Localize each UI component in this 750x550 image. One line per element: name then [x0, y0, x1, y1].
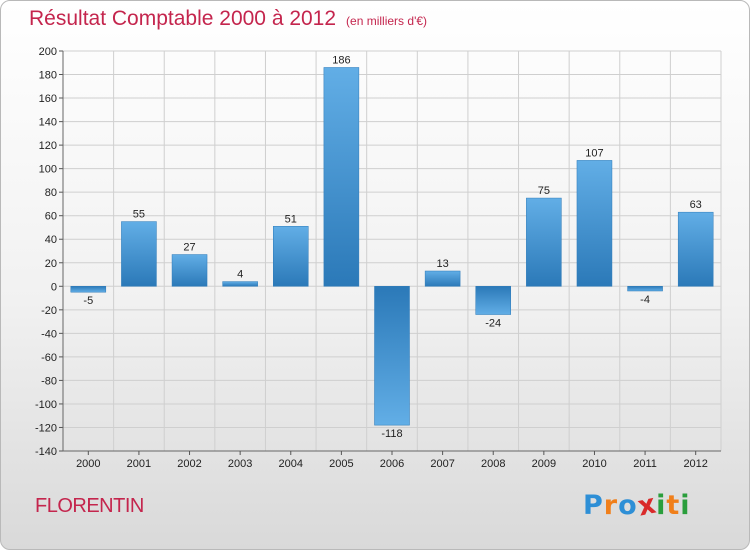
bar-2010: [576, 160, 613, 287]
bar-2007: [424, 270, 461, 287]
data-label-2002: 27: [183, 242, 195, 254]
y-tick-label: 20: [45, 258, 57, 270]
y-tick-label: -80: [41, 375, 57, 387]
y-tick-label: 140: [39, 117, 57, 129]
logo-letter: P: [583, 490, 604, 521]
x-tick-label: 2009: [532, 458, 556, 470]
x-tick-labels: 2000 2001 2002 2003 2004 2005 2006 2007 2008 2009…: [76, 458, 708, 470]
x-tick-label: 2002: [177, 458, 201, 470]
data-label-2008: -24: [485, 318, 501, 330]
x-tick-label: 2005: [329, 458, 353, 470]
y-tick-label: 200: [39, 46, 57, 58]
x-tick-label: 2004: [279, 458, 303, 470]
y-tick-label: -100: [35, 399, 57, 411]
x-tick-label: 2008: [481, 458, 505, 470]
data-label-2005: 186: [332, 54, 350, 66]
unit-note: (en milliers d'€): [346, 14, 428, 28]
title-text: Résultat Comptable 2000 à 2012: [29, 7, 337, 30]
y-tick-label: 40: [45, 234, 57, 246]
bar-2000: [70, 286, 107, 293]
bar-2005: [323, 67, 360, 287]
data-label-2011: -4: [640, 294, 650, 306]
bar-2012: [677, 211, 714, 287]
bar-2001: [121, 221, 157, 287]
y-tick-label: 60: [45, 211, 57, 223]
y-tick-label: -60: [41, 352, 57, 364]
data-label-2001: 55: [133, 209, 145, 221]
y-tick-label: 80: [45, 187, 57, 199]
data-label-2003: 4: [237, 269, 243, 281]
axes: [59, 50, 721, 455]
logo-letter: o: [618, 490, 638, 521]
y-tick-label: 120: [39, 140, 57, 152]
x-tick-label: 2006: [380, 458, 404, 470]
bar-2004: [273, 226, 309, 287]
data-label-2010: 107: [585, 147, 603, 159]
y-tick-label: -20: [41, 305, 57, 317]
data-label-2009: 75: [538, 185, 550, 197]
data-label-2004: 51: [285, 213, 297, 225]
y-tick-label: -140: [35, 446, 57, 458]
y-tick-labels: 200180160140120100806040200-20-40-60-80-…: [35, 46, 57, 458]
logo-letter: t: [666, 490, 681, 521]
city-name: FLORENTIN: [35, 495, 144, 517]
logo-letter: i: [680, 490, 691, 521]
x-tick-label: 2011: [633, 458, 657, 470]
x-tick-label: 2000: [76, 458, 100, 470]
bars: [70, 67, 714, 426]
y-tick-label: 160: [39, 93, 57, 105]
data-label-2012: 63: [690, 199, 702, 211]
proxiti-logo: Proxiti: [583, 488, 691, 522]
y-tick-label: 180: [39, 70, 57, 82]
bar-2011: [627, 286, 663, 292]
bar-2003: [222, 281, 258, 287]
y-tick-label: 100: [39, 164, 57, 176]
x-tick-label: 2001: [127, 458, 151, 470]
data-label-2000: -5: [83, 295, 93, 307]
x-tick-label: 2003: [228, 458, 252, 470]
bar-2002: [171, 254, 208, 287]
data-label-2007: 13: [436, 258, 448, 270]
bar-2008: [475, 286, 511, 315]
x-tick-label: 2012: [683, 458, 707, 470]
logo-letter: r: [603, 490, 619, 521]
logo-letter: i: [656, 490, 667, 521]
chart-title: Résultat Comptable 2000 à 2012 (en millie…: [29, 7, 427, 31]
y-tick-label: -40: [41, 328, 57, 340]
bar-2009: [526, 197, 562, 287]
y-tick-label: 0: [51, 281, 57, 293]
x-tick-label: 2010: [582, 458, 606, 470]
x-tick-label: 2007: [430, 458, 454, 470]
y-tick-label: -120: [35, 422, 57, 434]
bar-2006: [374, 286, 410, 426]
data-label-2006: -118: [381, 428, 402, 440]
data-labels: -5 55 27 4 51 186 -118 13 -24 75 107 -4 63: [83, 54, 701, 440]
